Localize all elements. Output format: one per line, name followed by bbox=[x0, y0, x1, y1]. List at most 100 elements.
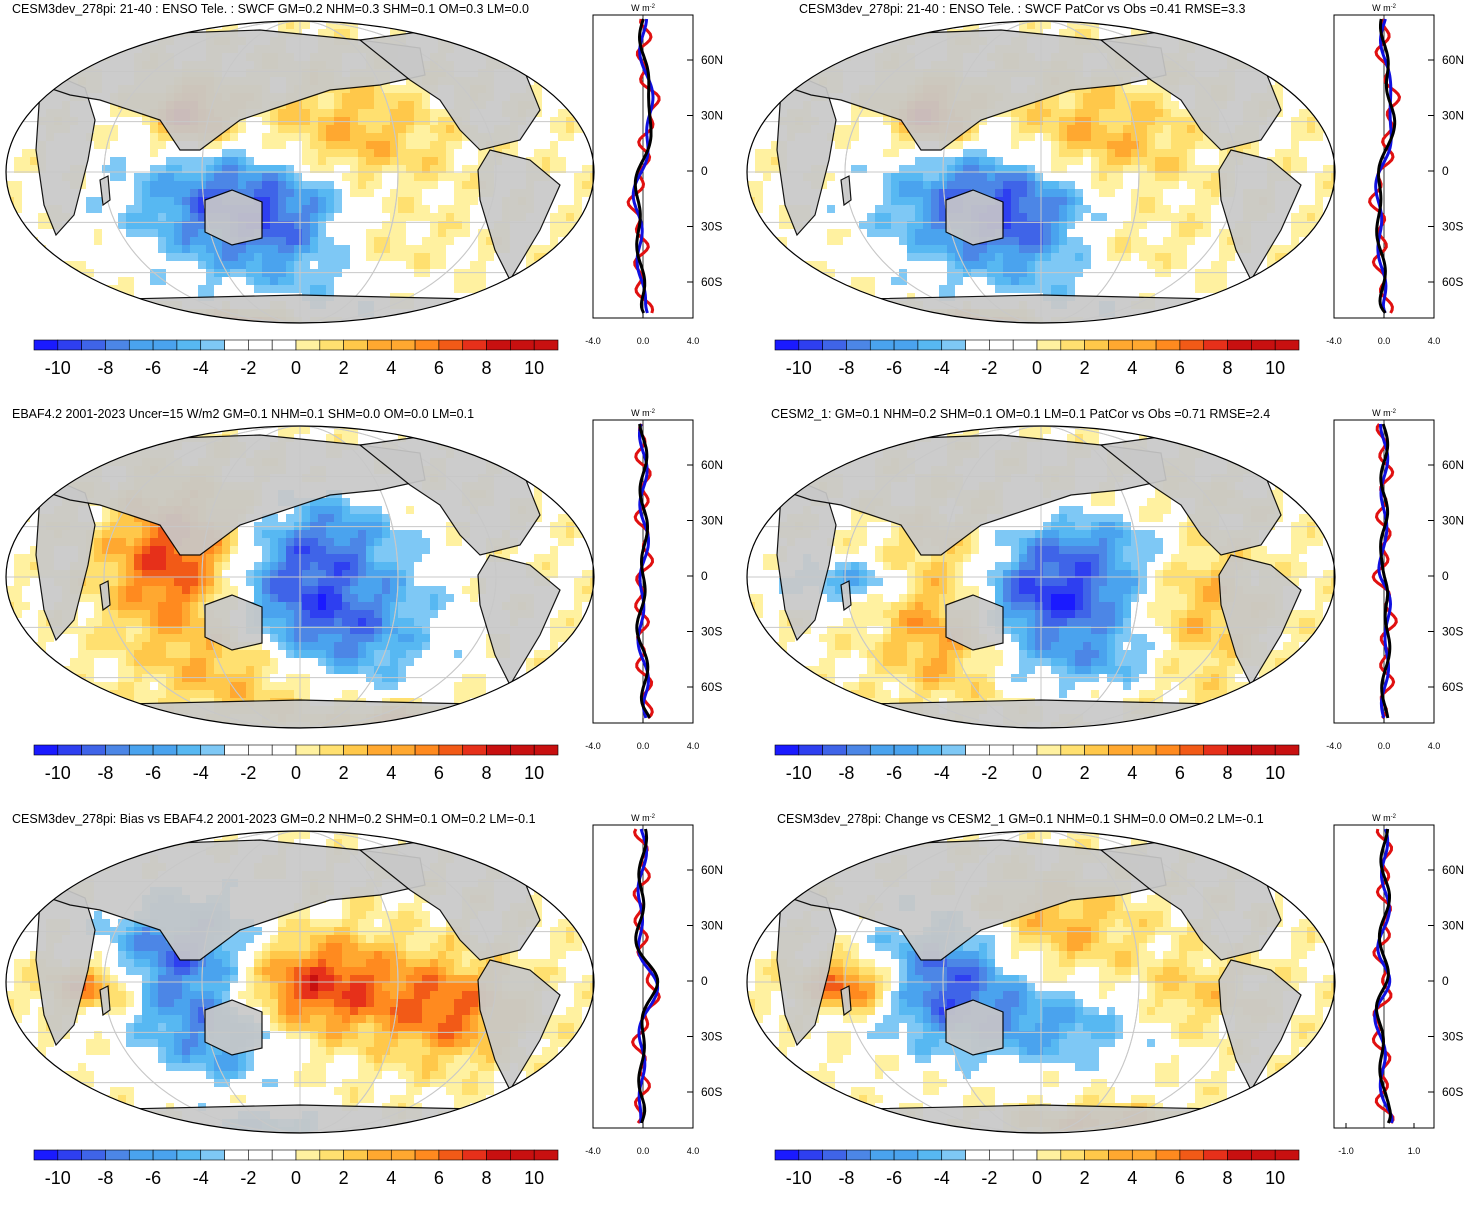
colorbar-label: 2 bbox=[339, 763, 349, 783]
colorbar-label: 10 bbox=[524, 1168, 544, 1188]
lat-tick-label: 60S bbox=[701, 1085, 722, 1099]
panel-cesm3-bias: CESM3dev_278pi: Bias vs EBAF4.2 2001-202… bbox=[0, 810, 741, 1206]
lat-tick-label: 30N bbox=[1442, 919, 1464, 933]
lat-tick-label: 30N bbox=[701, 514, 723, 528]
lat-tick-label: 30S bbox=[701, 625, 722, 639]
colorbar-label: 6 bbox=[1175, 1168, 1185, 1188]
colorbar-label: 10 bbox=[524, 763, 544, 783]
colorbar-label: 4 bbox=[386, 358, 396, 378]
lat-tick-label: 30N bbox=[1442, 109, 1464, 123]
colorbar-label: 0 bbox=[1032, 358, 1042, 378]
profile-x-tick-label: 0.0 bbox=[637, 1146, 650, 1156]
colorbar-label: -2 bbox=[981, 763, 997, 783]
lat-tick-label: 60S bbox=[701, 680, 722, 694]
colorbar-label: -6 bbox=[145, 763, 161, 783]
colorbar-label: 0 bbox=[1032, 763, 1042, 783]
map-field bbox=[741, 810, 1341, 1150]
units-label: W m-2 bbox=[1372, 3, 1396, 13]
colorbar-label: 0 bbox=[291, 358, 301, 378]
lat-tick-label: 30S bbox=[1442, 1030, 1463, 1044]
profile-x-tick-label: -4.0 bbox=[585, 1146, 601, 1156]
colorbar-label: 6 bbox=[434, 1168, 444, 1188]
colorbar-label: -2 bbox=[240, 358, 256, 378]
map-field bbox=[0, 810, 600, 1150]
colorbar-label: -10 bbox=[786, 358, 812, 378]
colorbar-label: -10 bbox=[45, 358, 71, 378]
profile-x-tick-label: 4.0 bbox=[687, 336, 700, 346]
colorbar-label: 6 bbox=[1175, 763, 1185, 783]
profile-x-tick-label: 1.0 bbox=[1408, 1146, 1421, 1156]
colorbar-label: 10 bbox=[1265, 1168, 1285, 1188]
lat-tick-label: 30N bbox=[701, 109, 723, 123]
profile-x-tick-label: 4.0 bbox=[687, 1146, 700, 1156]
colorbar-label: -8 bbox=[97, 763, 113, 783]
colorbar-label: -6 bbox=[145, 358, 161, 378]
colorbar-label: -2 bbox=[981, 1168, 997, 1188]
colorbar-label: 10 bbox=[1265, 763, 1285, 783]
lat-tick-label: 0 bbox=[1442, 974, 1449, 988]
colorbar-label: 8 bbox=[1223, 358, 1233, 378]
profile-x-tick-label: -4.0 bbox=[1326, 741, 1342, 751]
panel-ebaf-obs: EBAF4.2 2001-2023 Uncer=15 W/m2 GM=0.1 N… bbox=[0, 405, 741, 801]
colorbar-label: 6 bbox=[1175, 358, 1185, 378]
lat-tick-label: 0 bbox=[701, 569, 708, 583]
colorbar-label: -10 bbox=[786, 1168, 812, 1188]
lat-tick-label: 60N bbox=[701, 53, 723, 67]
units-label: W m-2 bbox=[1372, 408, 1396, 418]
profile-x-tick-label: -1.0 bbox=[1338, 1146, 1354, 1156]
panel-cesm3-change: CESM3dev_278pi: Change vs CESM2_1 GM=0.1… bbox=[741, 810, 1482, 1206]
colorbar-label: -4 bbox=[934, 763, 950, 783]
units-label: W m-2 bbox=[1372, 813, 1396, 823]
colorbar-label: -2 bbox=[240, 1168, 256, 1188]
colorbar-label: -6 bbox=[145, 1168, 161, 1188]
colorbar-label: 4 bbox=[386, 1168, 396, 1188]
units-label: W m-2 bbox=[631, 813, 655, 823]
colorbar-label: 4 bbox=[1127, 763, 1137, 783]
lat-tick-label: 60S bbox=[701, 275, 722, 289]
profile-x-tick-label: 4.0 bbox=[687, 741, 700, 751]
colorbar-label: -8 bbox=[97, 358, 113, 378]
lat-tick-label: 60N bbox=[701, 458, 723, 472]
lat-tick-label: 60S bbox=[1442, 275, 1463, 289]
panel-cesm2: CESM2_1: GM=0.1 NHM=0.2 SHM=0.1 OM=0.1 L… bbox=[741, 405, 1482, 801]
profile-x-tick-label: -4.0 bbox=[585, 336, 601, 346]
lat-tick-label: 30N bbox=[1442, 514, 1464, 528]
lat-tick-label: 60S bbox=[1442, 1085, 1463, 1099]
profile-x-tick-label: 0.0 bbox=[1378, 336, 1391, 346]
colorbar-label: 4 bbox=[1127, 358, 1137, 378]
colorbar-label: 2 bbox=[1080, 358, 1090, 378]
colorbar-label: 8 bbox=[482, 358, 492, 378]
colorbar-label: 4 bbox=[386, 763, 396, 783]
colorbar-label: -2 bbox=[240, 763, 256, 783]
colorbar-label: 0 bbox=[1032, 1168, 1042, 1188]
colorbar-label: -4 bbox=[193, 358, 209, 378]
colorbar-label: -8 bbox=[838, 763, 854, 783]
map-field bbox=[0, 0, 600, 340]
colorbar-label: 8 bbox=[482, 1168, 492, 1188]
colorbar-label: 4 bbox=[1127, 1168, 1137, 1188]
colorbar-label: 2 bbox=[339, 1168, 349, 1188]
colorbar-label: 2 bbox=[339, 358, 349, 378]
colorbar-label: -8 bbox=[838, 1168, 854, 1188]
profile-x-tick-label: 4.0 bbox=[1428, 741, 1441, 751]
colorbar-label: -8 bbox=[97, 1168, 113, 1188]
colorbar-label: 10 bbox=[1265, 358, 1285, 378]
colorbar-label: -4 bbox=[193, 763, 209, 783]
lat-tick-label: 0 bbox=[701, 164, 708, 178]
map-field bbox=[0, 405, 600, 745]
profile-x-tick-label: 0.0 bbox=[637, 741, 650, 751]
